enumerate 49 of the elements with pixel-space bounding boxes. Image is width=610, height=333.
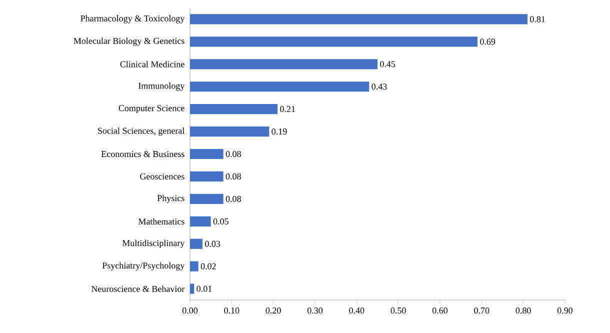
data-label: 0.01: [196, 286, 212, 292]
x-tick-label: 0.90: [557, 307, 573, 314]
data-label: 0.69: [480, 38, 496, 45]
bar: [190, 261, 198, 272]
x-tick-label: 0.70: [474, 307, 490, 314]
bar: [190, 14, 528, 24]
y-tick-label: Economics & Business: [101, 150, 184, 158]
x-tick-label: 0.00: [182, 307, 198, 314]
bar: [190, 194, 224, 204]
data-label: 0.05: [213, 218, 228, 224]
x-tick-label: 0.60: [432, 307, 448, 314]
bar: [190, 126, 270, 137]
data-label: 0.19: [272, 128, 287, 135]
y-tick-label: Psychiatry/Psychology: [102, 262, 185, 270]
y-tick-label: Immunology: [138, 82, 185, 91]
bar: [190, 36, 478, 47]
bar: [190, 148, 224, 160]
y-tick-label: Computer Science: [118, 105, 184, 114]
bar: [190, 104, 278, 114]
data-label: 0.81: [530, 16, 545, 22]
y-tick-label: Physics: [157, 194, 184, 204]
x-tick-label: 0.30: [307, 307, 323, 314]
bar: [190, 216, 211, 226]
y-tick-label: Geosciences: [140, 173, 184, 180]
y-tick-label: Mathematics: [138, 218, 184, 225]
data-label: 0.08: [226, 173, 241, 180]
bar: [190, 284, 194, 294]
bar: [190, 82, 370, 92]
y-tick-label: Clinical Medicine: [120, 60, 184, 68]
bar: [190, 171, 224, 182]
bar: [190, 59, 378, 70]
y-tick-label: Social Sciences, general: [98, 127, 184, 136]
x-tick-label: 0.40: [349, 307, 364, 314]
x-tick-label: 0.20: [266, 307, 281, 314]
x-tick-label: 0.50: [390, 307, 406, 314]
y-tick-label: Molecular Biology & Genetics: [74, 38, 184, 46]
x-tick-label: 0.80: [516, 307, 531, 314]
data-label: 0.08: [226, 150, 241, 158]
y-tick-label: Multidisciplinary: [122, 240, 185, 248]
y-tick-label: Pharmacology & Toxicology: [80, 15, 185, 24]
data-label: 0.43: [372, 84, 387, 90]
x-tick-label: 0.10: [224, 307, 240, 314]
data-label: 0.21: [280, 106, 295, 112]
bar: [190, 238, 203, 249]
data-label: 0.45: [380, 61, 396, 68]
data-label: 0.02: [200, 263, 216, 270]
y-tick-label: Neuroscience & Behavior: [91, 286, 185, 292]
data-label: 0.03: [205, 240, 220, 247]
data-label: 0.08: [226, 196, 241, 202]
